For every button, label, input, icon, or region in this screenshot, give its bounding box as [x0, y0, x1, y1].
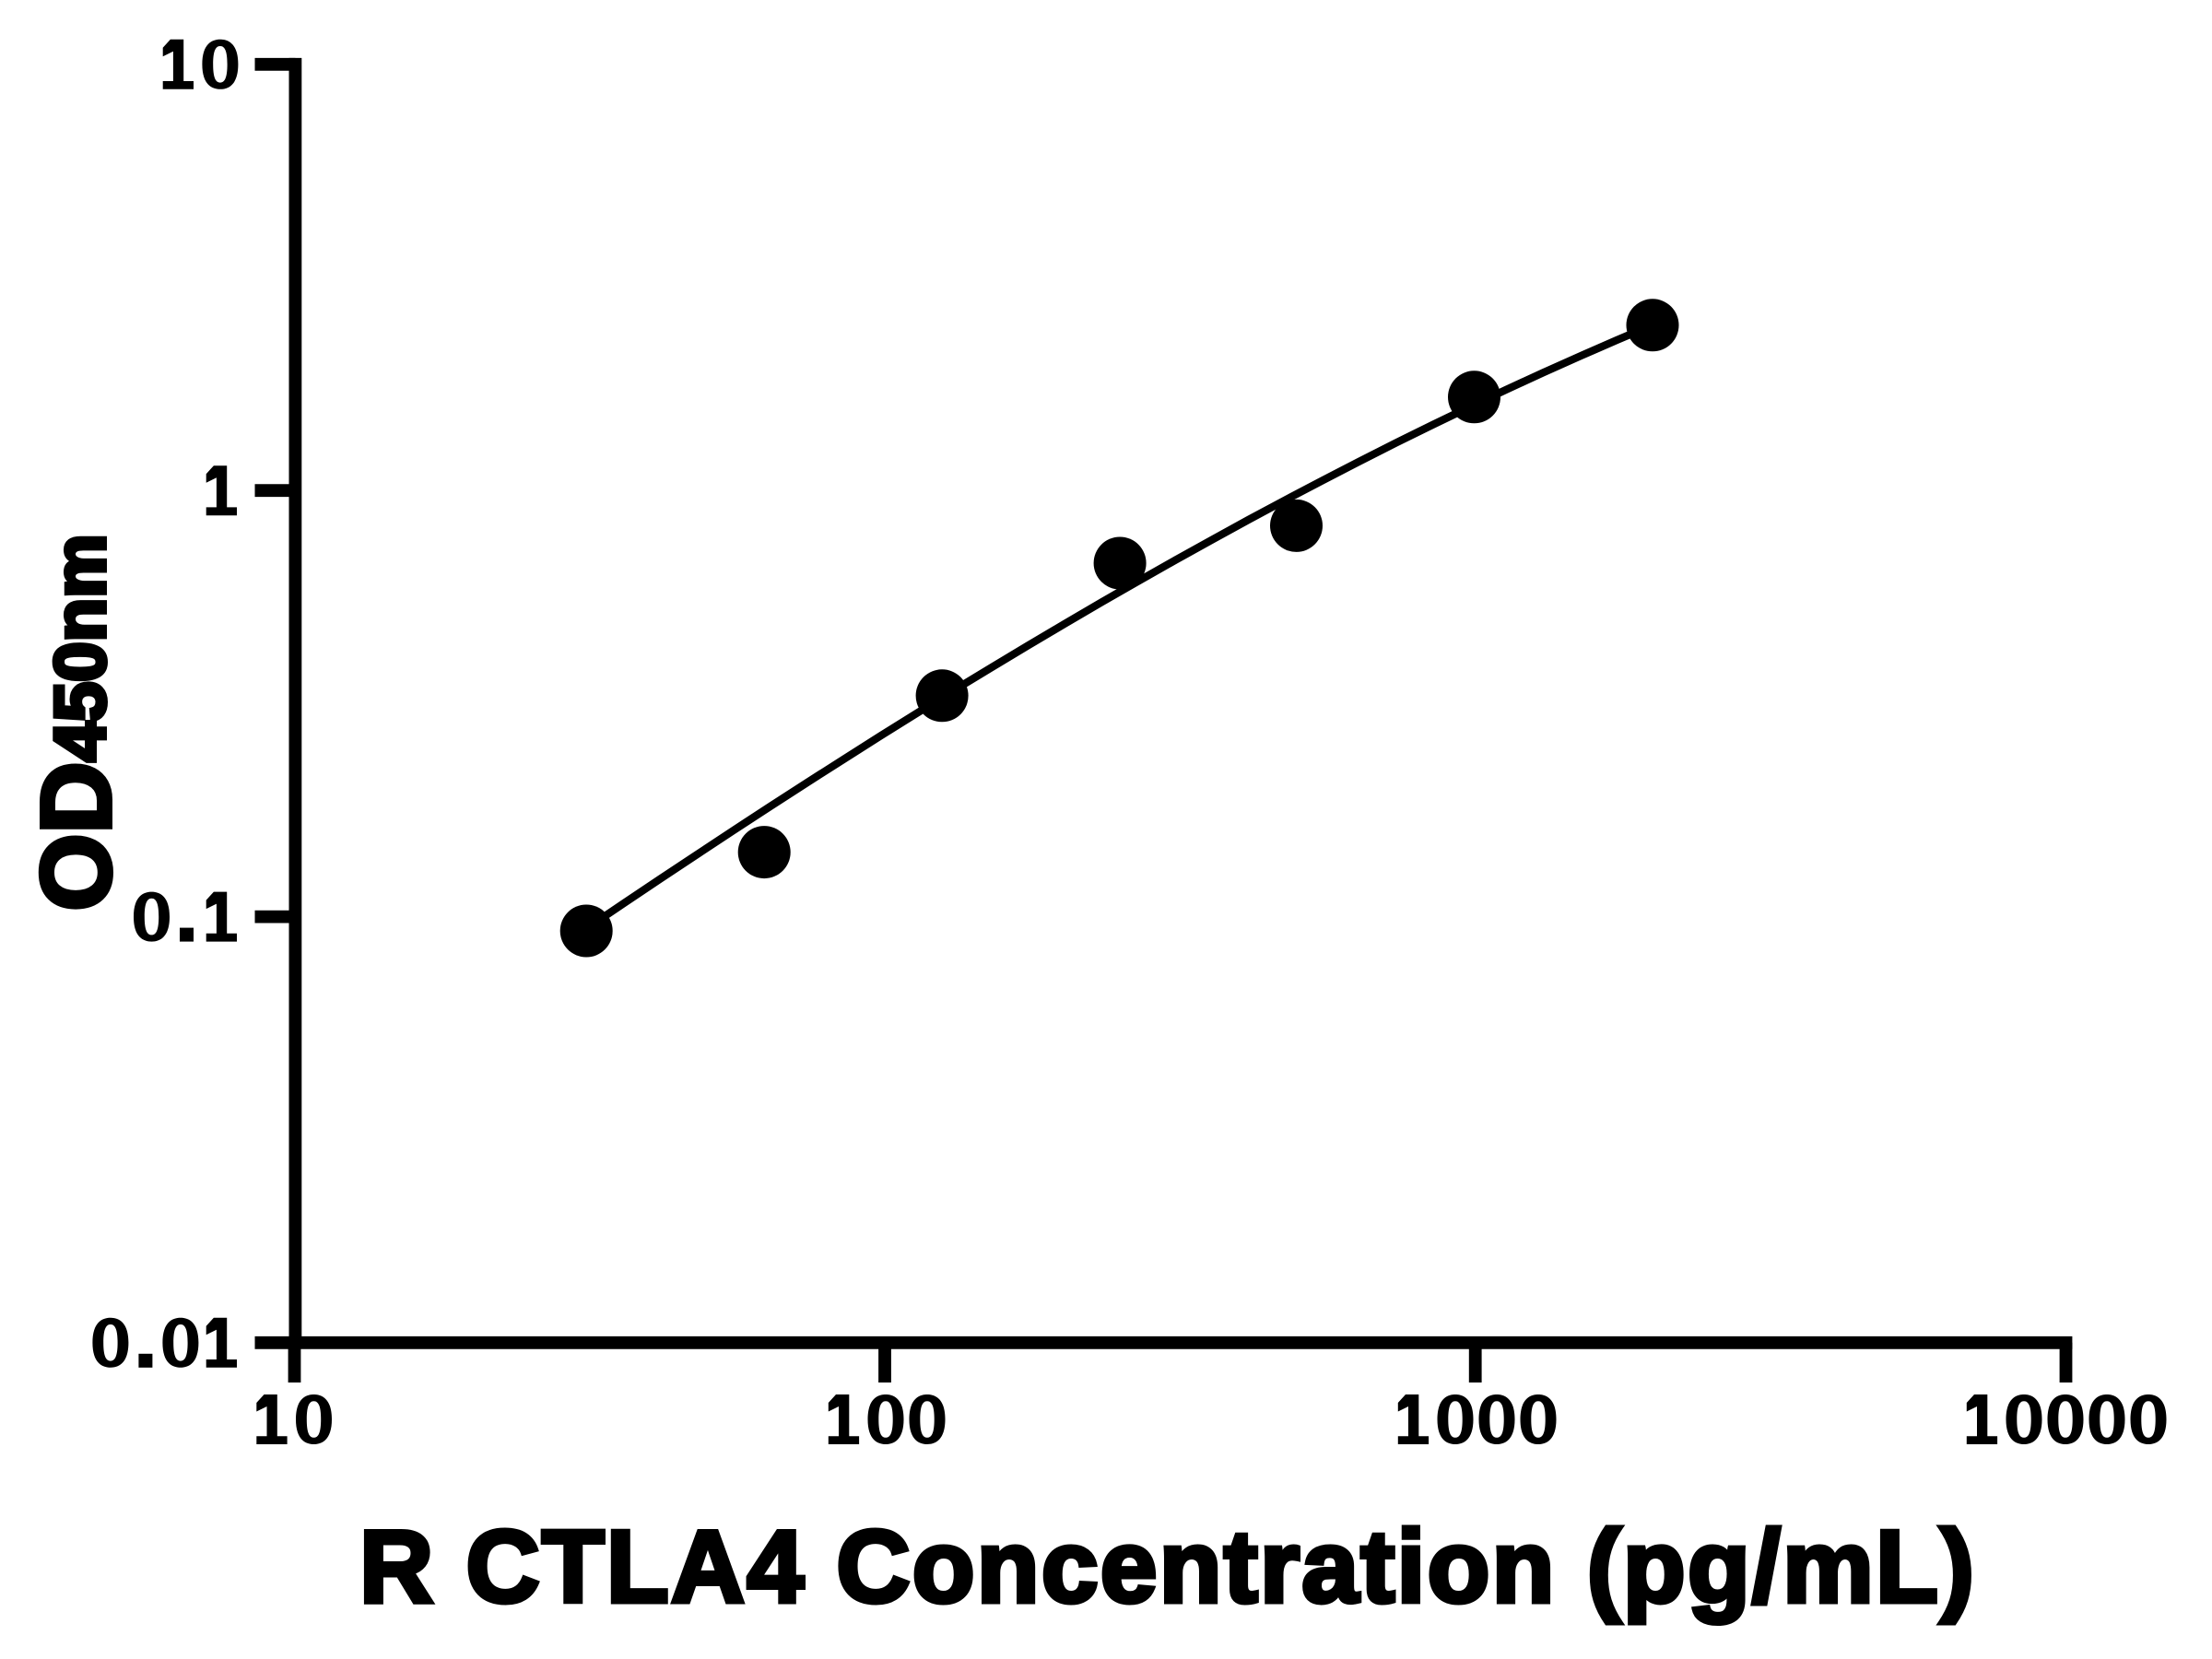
svg-text:R CTLA4 Concentration (pg/mL): R CTLA4 Concentration (pg/mL) [359, 1510, 1974, 1624]
